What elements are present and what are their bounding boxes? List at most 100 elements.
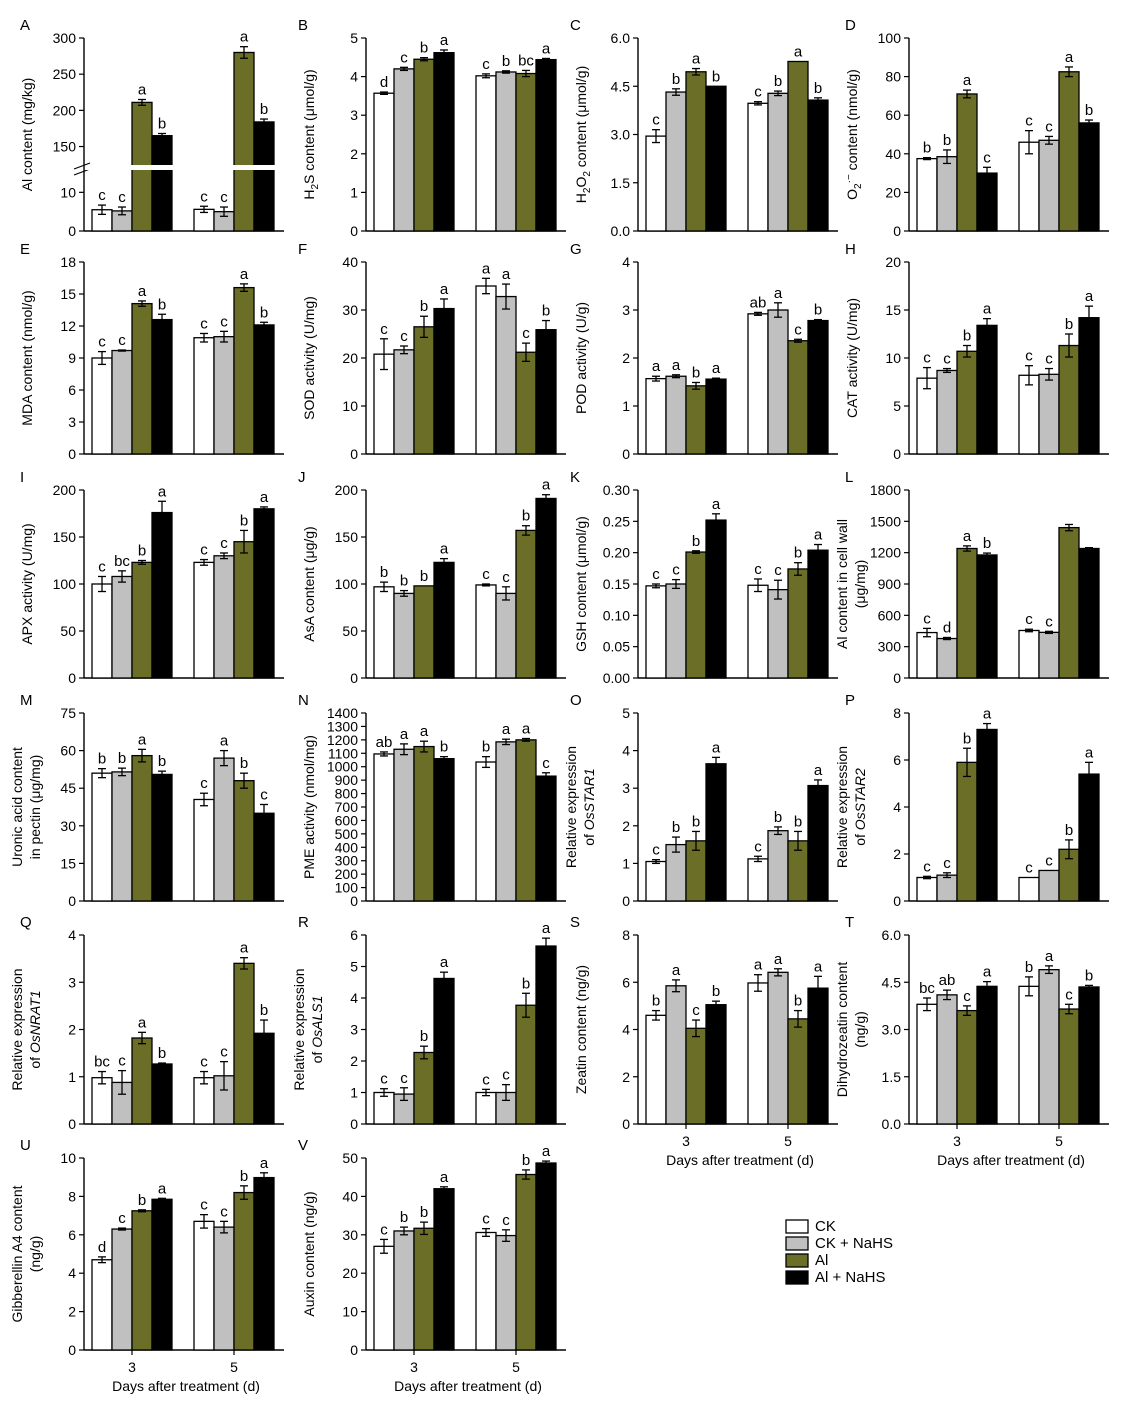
y-tick-label: 4.5 xyxy=(611,78,631,94)
bar xyxy=(807,549,829,679)
significance-letter: b xyxy=(440,739,448,756)
significance-letter: a xyxy=(400,726,409,743)
bar xyxy=(787,340,809,455)
y-tick-label: 2 xyxy=(893,846,901,862)
panel-letter: I xyxy=(20,469,24,486)
y-tick-label: 45 xyxy=(60,780,76,796)
bar xyxy=(413,1227,435,1351)
significance-letter: c xyxy=(380,1221,388,1238)
y-tick-label: 0 xyxy=(350,223,358,239)
y-tick-label: 0 xyxy=(622,446,630,462)
significance-letter: a xyxy=(158,483,167,500)
x-tick-label: 3 xyxy=(953,1133,961,1149)
y-tick-label: 1 xyxy=(350,1085,358,1101)
bar xyxy=(433,561,455,679)
significance-letter: bc xyxy=(518,52,534,69)
bar xyxy=(111,771,133,902)
y-tick-label: 10 xyxy=(342,398,358,414)
y-tick-label: 40 xyxy=(885,146,901,162)
y-tick-label: 500 xyxy=(335,826,359,842)
y-axis-label: O2·− content (nmol/g) xyxy=(844,69,864,200)
panel-letter: B xyxy=(298,17,308,34)
y-tick-label: 20 xyxy=(342,350,358,366)
y-axis-label: Al content (mg/kg) xyxy=(19,78,35,192)
bar xyxy=(705,763,727,902)
significance-letter: c xyxy=(220,1044,228,1061)
significance-letter: ab xyxy=(939,972,956,989)
bar xyxy=(495,71,517,232)
significance-letter: a xyxy=(983,706,992,723)
axis-break-mark xyxy=(73,162,91,170)
y-tick-label: 0 xyxy=(350,893,358,909)
significance-letter: a xyxy=(814,527,823,544)
y-axis-label-line2: of OsSTAR1 xyxy=(581,768,597,846)
panel-letter: K xyxy=(570,469,580,486)
significance-letter: b xyxy=(522,508,530,525)
significance-letter: b xyxy=(712,983,720,1000)
bar xyxy=(787,1018,809,1125)
bar xyxy=(787,568,809,679)
significance-letter: b xyxy=(963,328,971,345)
bar xyxy=(685,71,707,232)
bar xyxy=(976,985,998,1125)
x-tick-label: 3 xyxy=(128,1359,136,1375)
y-tick-label: 250 xyxy=(53,66,77,82)
legend-label: Al xyxy=(815,1252,828,1269)
bar xyxy=(747,313,769,455)
significance-letter: c xyxy=(774,562,782,579)
panel-letter: E xyxy=(20,241,30,258)
bar xyxy=(1038,869,1060,902)
panel-letter: O xyxy=(570,692,582,709)
bar xyxy=(1018,876,1040,902)
bar xyxy=(535,58,557,232)
significance-letter: b xyxy=(652,993,660,1010)
significance-letter: c xyxy=(400,328,408,345)
bar xyxy=(475,584,497,679)
significance-letter: c xyxy=(200,775,208,792)
significance-letter: bc xyxy=(114,553,130,570)
significance-letter: b xyxy=(692,813,700,830)
bar xyxy=(373,1091,395,1125)
y-tick-label: 4 xyxy=(68,927,76,943)
y-axis-label-line2: (μg/mg) xyxy=(852,560,868,609)
significance-letter: b xyxy=(522,975,530,992)
bar xyxy=(433,52,455,232)
y-tick-label: 6.0 xyxy=(611,30,631,46)
significance-letter: c xyxy=(482,566,490,583)
significance-letter: a xyxy=(138,731,147,748)
significance-letter: c xyxy=(652,112,660,129)
bar xyxy=(1038,373,1060,455)
bar xyxy=(393,748,415,902)
y-tick-label: 0 xyxy=(893,446,901,462)
y-axis-label: CAT activity (U/mg) xyxy=(844,298,860,418)
y-axis-label: Zeatin content (ng/g) xyxy=(573,965,589,1094)
y-tick-label: 0.20 xyxy=(603,545,630,561)
y-tick-label: 20 xyxy=(885,184,901,200)
bar xyxy=(1018,629,1040,679)
y-tick-label: 3 xyxy=(350,1022,358,1038)
y-tick-label: 6 xyxy=(68,382,76,398)
y-tick-label: 50 xyxy=(342,1150,358,1166)
bar xyxy=(151,773,173,902)
y-tick-label: 4 xyxy=(350,990,358,1006)
bar xyxy=(1018,141,1040,232)
panel-letter: U xyxy=(20,1137,31,1154)
y-tick-label: 300 xyxy=(878,639,902,655)
bar xyxy=(1058,526,1080,679)
significance-letter: a xyxy=(983,301,992,318)
significance-letter: a xyxy=(672,962,681,979)
bar xyxy=(1058,71,1080,232)
bar xyxy=(916,631,938,679)
significance-letter: c xyxy=(118,1210,126,1227)
bar xyxy=(956,547,978,679)
x-axis-label: Days after treatment (d) xyxy=(937,1152,1085,1168)
significance-letter: c xyxy=(482,1071,490,1088)
bar xyxy=(515,529,537,679)
significance-letter: a xyxy=(440,954,449,971)
significance-letter: c xyxy=(118,332,126,349)
significance-letter: b xyxy=(1065,316,1073,333)
significance-letter: b xyxy=(420,1028,428,1045)
